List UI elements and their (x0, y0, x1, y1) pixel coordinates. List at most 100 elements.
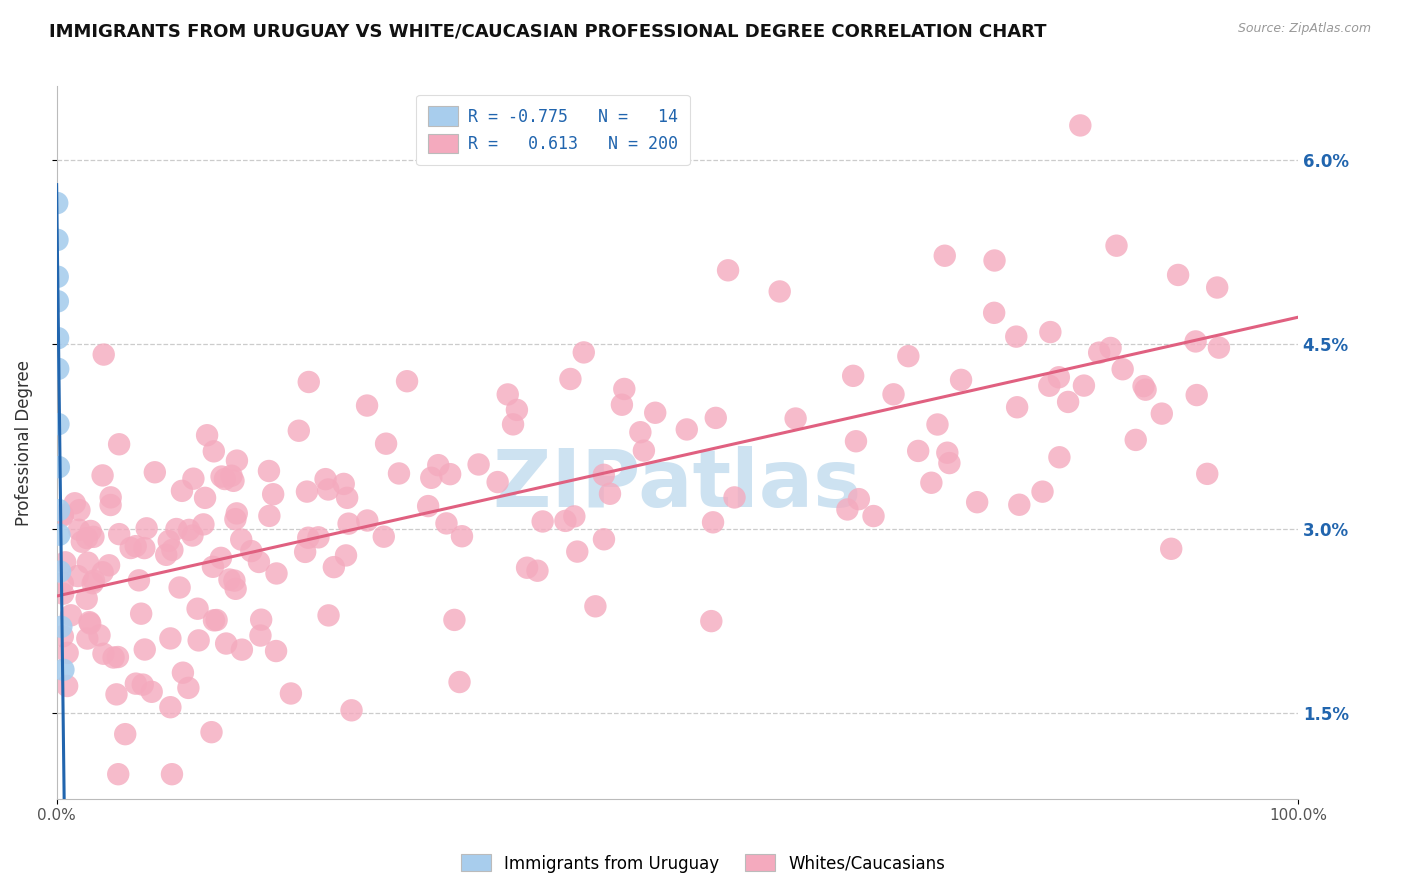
Point (98, 558, 121, 573)
Point (82, 576, 104, 591)
Point (48, 460, 70, 475)
Point (396, 374, 419, 388)
Point (295, 484, 318, 499)
Point (1208, 341, 1230, 355)
Point (108, 437, 131, 451)
Point (936, 446, 959, 460)
Point (1069, 119, 1091, 133)
Point (848, 492, 870, 507)
Point (77, 556, 100, 570)
Point (107, 767, 129, 781)
Point (79, 616, 101, 631)
Point (633, 443, 655, 458)
Point (1150, 407, 1173, 421)
Point (572, 345, 595, 359)
Point (842, 368, 865, 383)
Point (1099, 341, 1122, 355)
Point (704, 410, 727, 425)
Point (202, 444, 225, 458)
Point (48, 503, 70, 517)
Point (938, 456, 960, 470)
Point (340, 703, 363, 717)
Point (1047, 450, 1070, 465)
Point (48, 527, 70, 541)
Point (332, 477, 354, 491)
Point (76, 591, 98, 606)
Legend: R = -0.775   N =   14, R =   0.613   N = 200: R = -0.775 N = 14, R = 0.613 N = 200 (416, 95, 690, 165)
Point (76, 632, 98, 646)
Point (225, 582, 247, 596)
Point (49, 565, 72, 579)
Point (443, 613, 465, 627)
Point (93, 347, 115, 361)
Point (195, 428, 218, 442)
Point (702, 516, 724, 530)
Point (221, 468, 243, 483)
Point (107, 650, 129, 665)
Point (249, 628, 271, 642)
Point (76, 531, 98, 545)
Point (1057, 395, 1080, 409)
Point (247, 555, 270, 569)
Point (257, 464, 280, 478)
Point (516, 560, 538, 574)
Text: ZIPat​las: ZIPat​las (494, 446, 862, 524)
Point (82, 530, 104, 544)
Point (177, 523, 200, 537)
Point (202, 613, 225, 627)
Point (700, 614, 723, 628)
Point (135, 521, 157, 535)
Point (1185, 388, 1208, 402)
Point (593, 533, 616, 547)
Point (950, 373, 973, 387)
Point (837, 502, 859, 516)
Point (436, 516, 458, 531)
Point (583, 599, 606, 614)
Point (225, 507, 247, 521)
Point (1088, 345, 1111, 359)
Point (862, 509, 884, 524)
Point (1135, 383, 1157, 397)
Point (560, 372, 582, 386)
Point (599, 487, 621, 501)
Point (723, 491, 745, 505)
Point (200, 725, 222, 739)
Point (172, 665, 194, 680)
Point (222, 474, 245, 488)
Point (280, 686, 302, 700)
Point (388, 467, 411, 481)
Point (375, 436, 398, 450)
Point (93, 647, 115, 661)
Point (177, 681, 200, 695)
Point (307, 530, 329, 544)
Point (264, 644, 287, 658)
Point (132, 677, 155, 691)
Point (316, 483, 339, 497)
Point (966, 495, 988, 509)
Point (170, 483, 193, 498)
Point (159, 632, 181, 646)
Point (187, 601, 209, 615)
Point (79, 615, 101, 629)
Point (907, 444, 929, 458)
Point (1039, 325, 1062, 339)
Point (496, 387, 519, 401)
Point (920, 475, 942, 490)
Point (48, 417, 70, 431)
Point (628, 425, 651, 440)
Point (250, 613, 273, 627)
Point (79, 524, 101, 538)
Point (134, 642, 156, 657)
Point (114, 727, 136, 741)
Point (100, 491, 122, 505)
Point (214, 472, 236, 486)
Point (356, 399, 378, 413)
Point (128, 574, 150, 588)
Point (259, 508, 281, 523)
Point (52, 508, 75, 523)
Point (297, 531, 319, 545)
Point (1105, 238, 1128, 252)
Point (53, 555, 76, 569)
Point (266, 566, 288, 581)
Point (125, 676, 148, 690)
